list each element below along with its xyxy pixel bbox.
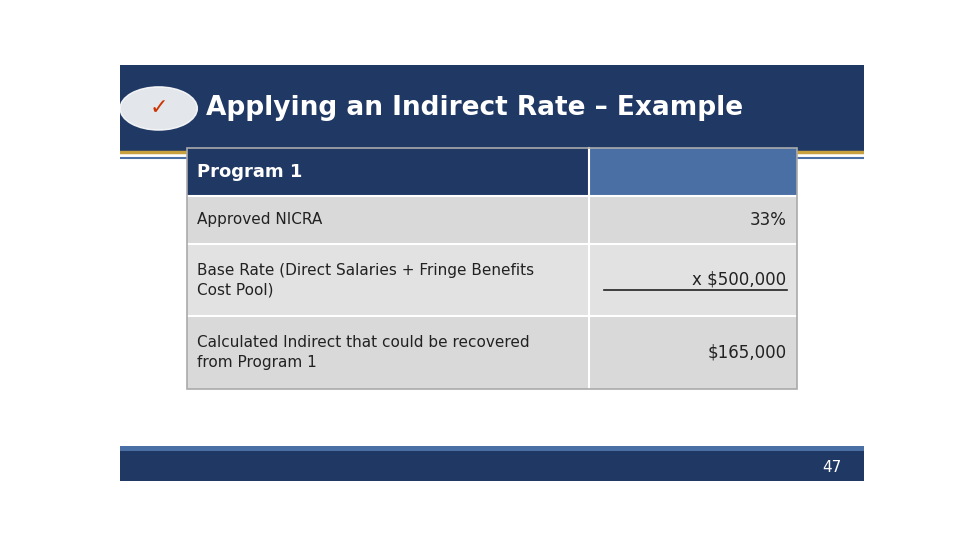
Text: 33%: 33% <box>750 211 786 228</box>
Text: Applying an Indirect Rate – Example: Applying an Indirect Rate – Example <box>205 96 743 122</box>
FancyBboxPatch shape <box>588 196 797 244</box>
Text: $165,000: $165,000 <box>708 344 786 362</box>
Text: Program 1: Program 1 <box>198 163 302 181</box>
Text: Approved NICRA: Approved NICRA <box>198 212 323 227</box>
Text: x $500,000: x $500,000 <box>692 271 786 289</box>
FancyBboxPatch shape <box>588 148 797 196</box>
Text: 47: 47 <box>823 460 842 475</box>
Text: Calculated Indirect that could be recovered
from Program 1: Calculated Indirect that could be recove… <box>198 335 530 370</box>
FancyBboxPatch shape <box>187 316 588 389</box>
FancyBboxPatch shape <box>588 244 797 316</box>
Circle shape <box>120 87 198 130</box>
FancyBboxPatch shape <box>120 65 864 152</box>
FancyBboxPatch shape <box>120 446 864 451</box>
Text: ✓: ✓ <box>150 98 168 118</box>
FancyBboxPatch shape <box>588 316 797 389</box>
Text: Base Rate (Direct Salaries + Fringe Benefits
Cost Pool): Base Rate (Direct Salaries + Fringe Bene… <box>198 262 535 298</box>
FancyBboxPatch shape <box>120 451 864 481</box>
FancyBboxPatch shape <box>187 148 588 196</box>
FancyBboxPatch shape <box>187 244 588 316</box>
FancyBboxPatch shape <box>187 196 588 244</box>
